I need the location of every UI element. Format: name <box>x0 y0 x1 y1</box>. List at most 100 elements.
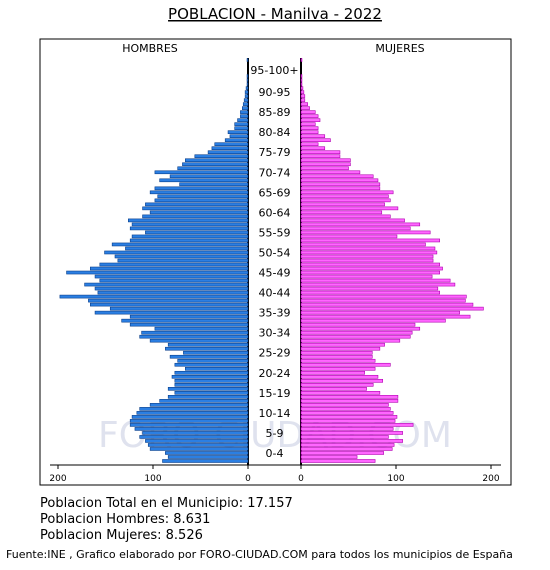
female-bar <box>300 403 389 407</box>
male-bar <box>145 202 249 207</box>
male-bar <box>139 435 249 439</box>
male-bar <box>229 134 249 138</box>
male-bar <box>142 206 249 211</box>
male-bar <box>174 383 249 387</box>
female-bar <box>300 427 394 431</box>
female-bar <box>300 250 438 255</box>
male-bar <box>149 447 249 451</box>
female-bar <box>300 459 376 463</box>
female-bar <box>300 198 391 203</box>
male-bar <box>129 322 249 327</box>
male-bar <box>142 431 249 435</box>
male-bar <box>97 290 249 295</box>
age-label: 50-54 <box>259 246 291 259</box>
female-bar <box>300 114 319 118</box>
age-label: 55-59 <box>259 226 291 239</box>
male-bar <box>194 154 249 159</box>
female-bar <box>300 330 413 335</box>
male-bar <box>207 150 249 155</box>
male-bar <box>177 358 249 363</box>
male-bar <box>129 314 249 319</box>
stat-women: Poblacion Mujeres: 8.526 <box>40 528 203 543</box>
age-label: 25-29 <box>259 347 291 360</box>
male-bar <box>246 78 249 82</box>
age-label: 85-89 <box>259 106 291 119</box>
male-bar <box>237 118 249 122</box>
male-bar <box>149 403 249 407</box>
female-bar <box>300 78 303 82</box>
female-bar <box>300 334 411 339</box>
female-bar <box>300 158 351 163</box>
female-bar <box>300 302 474 307</box>
male-bar <box>246 74 249 78</box>
male-bar <box>145 230 249 235</box>
female-bar <box>300 194 389 199</box>
chart-title: POBLACION - Manilva - 2022 <box>168 5 382 23</box>
female-bar <box>300 298 466 303</box>
female-bar <box>300 190 394 195</box>
stat-men: Poblacion Hombres: 8.631 <box>40 512 211 527</box>
female-bar <box>300 102 308 106</box>
female-bar <box>300 314 471 319</box>
female-bar <box>300 278 451 283</box>
male-bar <box>149 338 249 343</box>
x-tick-label: 100 <box>144 474 161 484</box>
female-bar <box>300 202 385 207</box>
female-bar <box>300 218 405 223</box>
female-bar <box>300 282 456 287</box>
age-label: 5-9 <box>266 427 284 440</box>
female-bar <box>300 350 373 355</box>
age-label: 70-74 <box>259 166 291 179</box>
male-bar <box>145 439 249 443</box>
female-bar <box>300 443 395 447</box>
male-bar <box>154 198 249 203</box>
male-bar <box>185 366 249 371</box>
age-label: 65-69 <box>259 186 291 199</box>
age-label: 95-100+ <box>250 64 298 77</box>
female-bar <box>300 154 341 159</box>
male-bar <box>174 391 249 395</box>
male-bar <box>94 310 249 315</box>
age-label: 30-34 <box>259 327 291 340</box>
x-tick-label: 100 <box>387 474 404 484</box>
male-bar <box>131 234 249 239</box>
female-bar <box>300 290 440 295</box>
male-bar <box>234 126 249 130</box>
female-bar <box>300 435 389 439</box>
female-bar <box>300 262 440 267</box>
female-bar <box>300 106 310 110</box>
female-bar <box>300 162 351 167</box>
male-bar <box>90 266 249 271</box>
female-bar <box>300 447 393 451</box>
age-label: 75-79 <box>259 146 291 159</box>
female-bar <box>300 342 385 347</box>
male-bar <box>224 138 249 143</box>
female-bar <box>300 138 331 143</box>
male-bar <box>129 423 249 427</box>
female-bar <box>300 86 304 90</box>
male-bar <box>240 110 249 114</box>
male-bar <box>125 246 249 251</box>
female-bar <box>300 407 391 411</box>
male-bar <box>94 286 249 291</box>
male-bar <box>88 298 249 303</box>
age-label: 35-39 <box>259 307 291 320</box>
male-bar <box>242 102 249 106</box>
male-bar <box>157 194 249 199</box>
male-bar <box>66 270 249 275</box>
male-bar <box>244 94 249 98</box>
female-bar <box>300 362 391 367</box>
female-bar <box>300 242 426 247</box>
right-label: MUJERES <box>375 42 424 55</box>
female-bar <box>300 166 349 171</box>
female-bar <box>300 358 376 363</box>
male-bar <box>99 278 249 283</box>
female-bar <box>300 214 391 219</box>
female-bar <box>300 118 321 122</box>
female-bar <box>300 94 306 98</box>
male-bar <box>174 362 249 367</box>
male-bar <box>139 407 249 411</box>
female-bar <box>300 238 440 243</box>
female-bar <box>300 82 303 86</box>
